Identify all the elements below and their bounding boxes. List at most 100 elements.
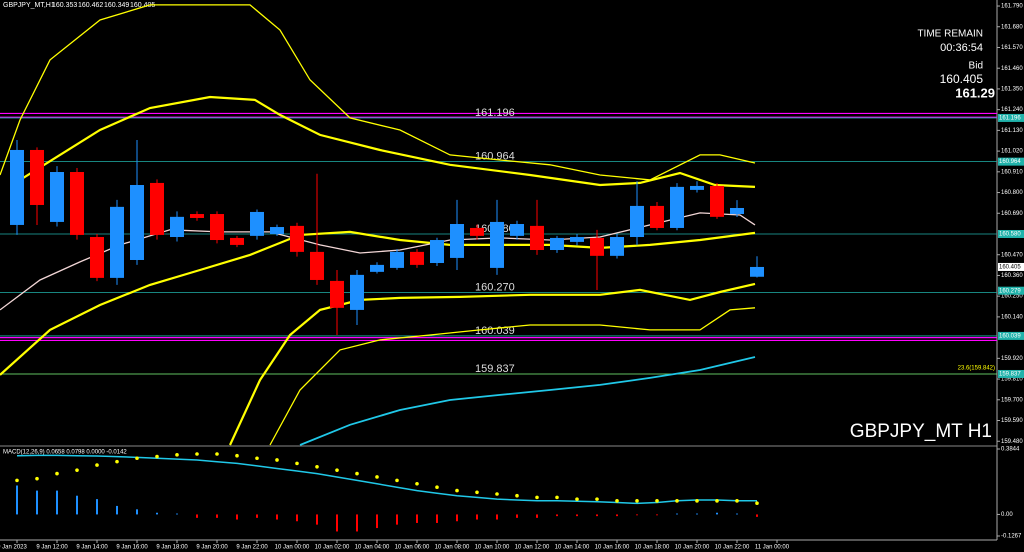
level-label: 159.837 — [475, 363, 515, 375]
x-tick-label: 10 Jan 08:00 — [435, 545, 470, 551]
x-tick-label: 10 Jan 22:00 — [715, 545, 750, 551]
macd-dot — [315, 464, 319, 469]
macd-dot — [155, 454, 159, 459]
x-tick-label: 10 Jan 02:00 — [315, 545, 350, 551]
y-tick-label: 161.130 — [1001, 128, 1023, 134]
header-close: 160.405 — [130, 2, 155, 9]
candle-body — [290, 225, 304, 252]
candle-body — [550, 237, 564, 251]
macd-dot — [735, 499, 739, 503]
candle-body — [750, 266, 764, 277]
macd-bar — [356, 514, 358, 532]
macd-dot — [495, 492, 499, 496]
macd-dot — [415, 481, 419, 486]
macd-bar — [156, 512, 158, 515]
macd-bar — [396, 514, 398, 525]
macd-bar — [316, 514, 318, 525]
candle-body — [110, 206, 124, 278]
x-tick-label: 9 Jan 14:00 — [76, 545, 108, 551]
macd-dot — [675, 499, 679, 503]
candle-body — [630, 205, 644, 238]
x-tick-label: 10 Jan 14:00 — [555, 545, 590, 551]
x-tick-label: 9 Jan 22:00 — [236, 545, 268, 551]
price-tag — [998, 157, 1024, 166]
annotation: 23.6(159.842) — [958, 366, 995, 372]
price-tag — [998, 369, 1024, 378]
candle-body — [450, 224, 464, 258]
candle-body — [270, 227, 284, 234]
macd-bar — [736, 513, 738, 515]
y-tick-label: 160.910 — [1001, 169, 1023, 175]
macd-dot — [35, 476, 39, 481]
price-tag-label: 160.580 — [999, 232, 1021, 238]
y-tick-label: 160.690 — [1001, 211, 1023, 217]
y-tick-label: 161.790 — [1001, 4, 1023, 10]
macd-dot — [55, 471, 59, 476]
macd-dot — [235, 453, 239, 458]
macd-bar — [176, 513, 178, 515]
y-tick-label: 161.240 — [1001, 107, 1023, 113]
macd-dot — [375, 475, 379, 479]
header-high: 160.462 — [78, 2, 103, 9]
macd-dot — [455, 488, 459, 493]
x-tick-label: 10 Jan 12:00 — [515, 545, 550, 551]
candle-body — [390, 251, 404, 268]
macd-bar — [656, 514, 658, 516]
candle-body — [170, 216, 184, 238]
candle-body — [310, 251, 324, 280]
indicator-line — [299, 356, 756, 446]
x-tick-label: 10 Jan 16:00 — [595, 545, 630, 551]
x-tick-label: 9 Jan 18:00 — [156, 545, 188, 551]
macd-dot — [595, 497, 599, 501]
macd-dot — [295, 461, 299, 466]
macd-bar — [756, 514, 758, 517]
y-tick-label: 161.020 — [1001, 149, 1023, 155]
candle-body — [430, 240, 444, 264]
macd-label: MACD(12,26,9) 0.0658 0.0798 0.0000 -0.01… — [3, 450, 127, 456]
candle-body — [490, 221, 504, 268]
candle-body — [410, 251, 424, 265]
macd-bar — [96, 499, 98, 515]
price-tag — [998, 113, 1024, 122]
candle-body — [190, 214, 204, 218]
candle-body — [510, 224, 524, 236]
macd-bar — [56, 490, 58, 515]
macd-bar — [676, 513, 678, 515]
watermark: GBPJPY_MT H1 — [850, 421, 992, 442]
x-tick-label: 9 Jan 20:00 — [196, 545, 228, 551]
candle-body — [230, 237, 244, 245]
candle-body — [150, 182, 164, 235]
macd-dot — [635, 499, 639, 503]
y-tick-label: 159.920 — [1001, 356, 1023, 362]
macd-dot — [215, 452, 219, 456]
x-tick-label: 10 Jan 06:00 — [395, 545, 430, 551]
macd-dot — [355, 471, 359, 476]
macd-bar — [696, 513, 698, 515]
macd-bar — [616, 514, 618, 517]
macd-dot — [135, 456, 139, 461]
candle-body — [70, 172, 84, 235]
time-remain-label: TIME REMAIN — [917, 29, 983, 40]
time-remain: 00:36:54 — [940, 42, 983, 54]
candle-body — [250, 211, 264, 236]
y-tick-label: 160.470 — [1001, 252, 1023, 258]
macd-bar — [716, 512, 718, 515]
price-tag-label: 159.837 — [999, 372, 1021, 378]
bid-label: Bid — [969, 61, 983, 72]
macd-dot — [575, 497, 579, 501]
y-tick-label: 159.700 — [1001, 397, 1023, 403]
macd-bar — [416, 514, 418, 523]
candle-body — [730, 207, 744, 215]
y-tick-label: 159.480 — [1001, 439, 1023, 445]
macd-dot — [555, 495, 559, 500]
macd-dot — [335, 468, 339, 472]
macd-dot — [15, 478, 19, 483]
header-open: 160.353 — [52, 2, 77, 9]
price-tag-label: 161.196 — [999, 116, 1021, 122]
macd-dot — [275, 458, 279, 462]
y-tick-label: 161.570 — [1001, 45, 1023, 51]
macd-dot — [535, 495, 539, 500]
x-tick-label: 10 Jan 00:00 — [275, 545, 310, 551]
price-tag-label: 160.279 — [999, 288, 1021, 294]
header-low: 160.349 — [104, 2, 129, 9]
